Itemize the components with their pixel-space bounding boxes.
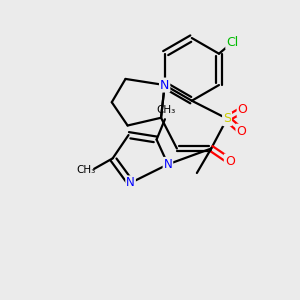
Text: N: N [160, 79, 169, 92]
Text: CH₃: CH₃ [76, 165, 95, 175]
Text: O: O [225, 154, 235, 167]
Text: N: N [126, 176, 135, 189]
Text: Cl: Cl [226, 36, 238, 49]
Text: O: O [238, 103, 248, 116]
Text: O: O [236, 125, 246, 138]
Text: N: N [164, 158, 172, 171]
Text: CH₃: CH₃ [157, 105, 176, 115]
Text: S: S [223, 112, 231, 125]
